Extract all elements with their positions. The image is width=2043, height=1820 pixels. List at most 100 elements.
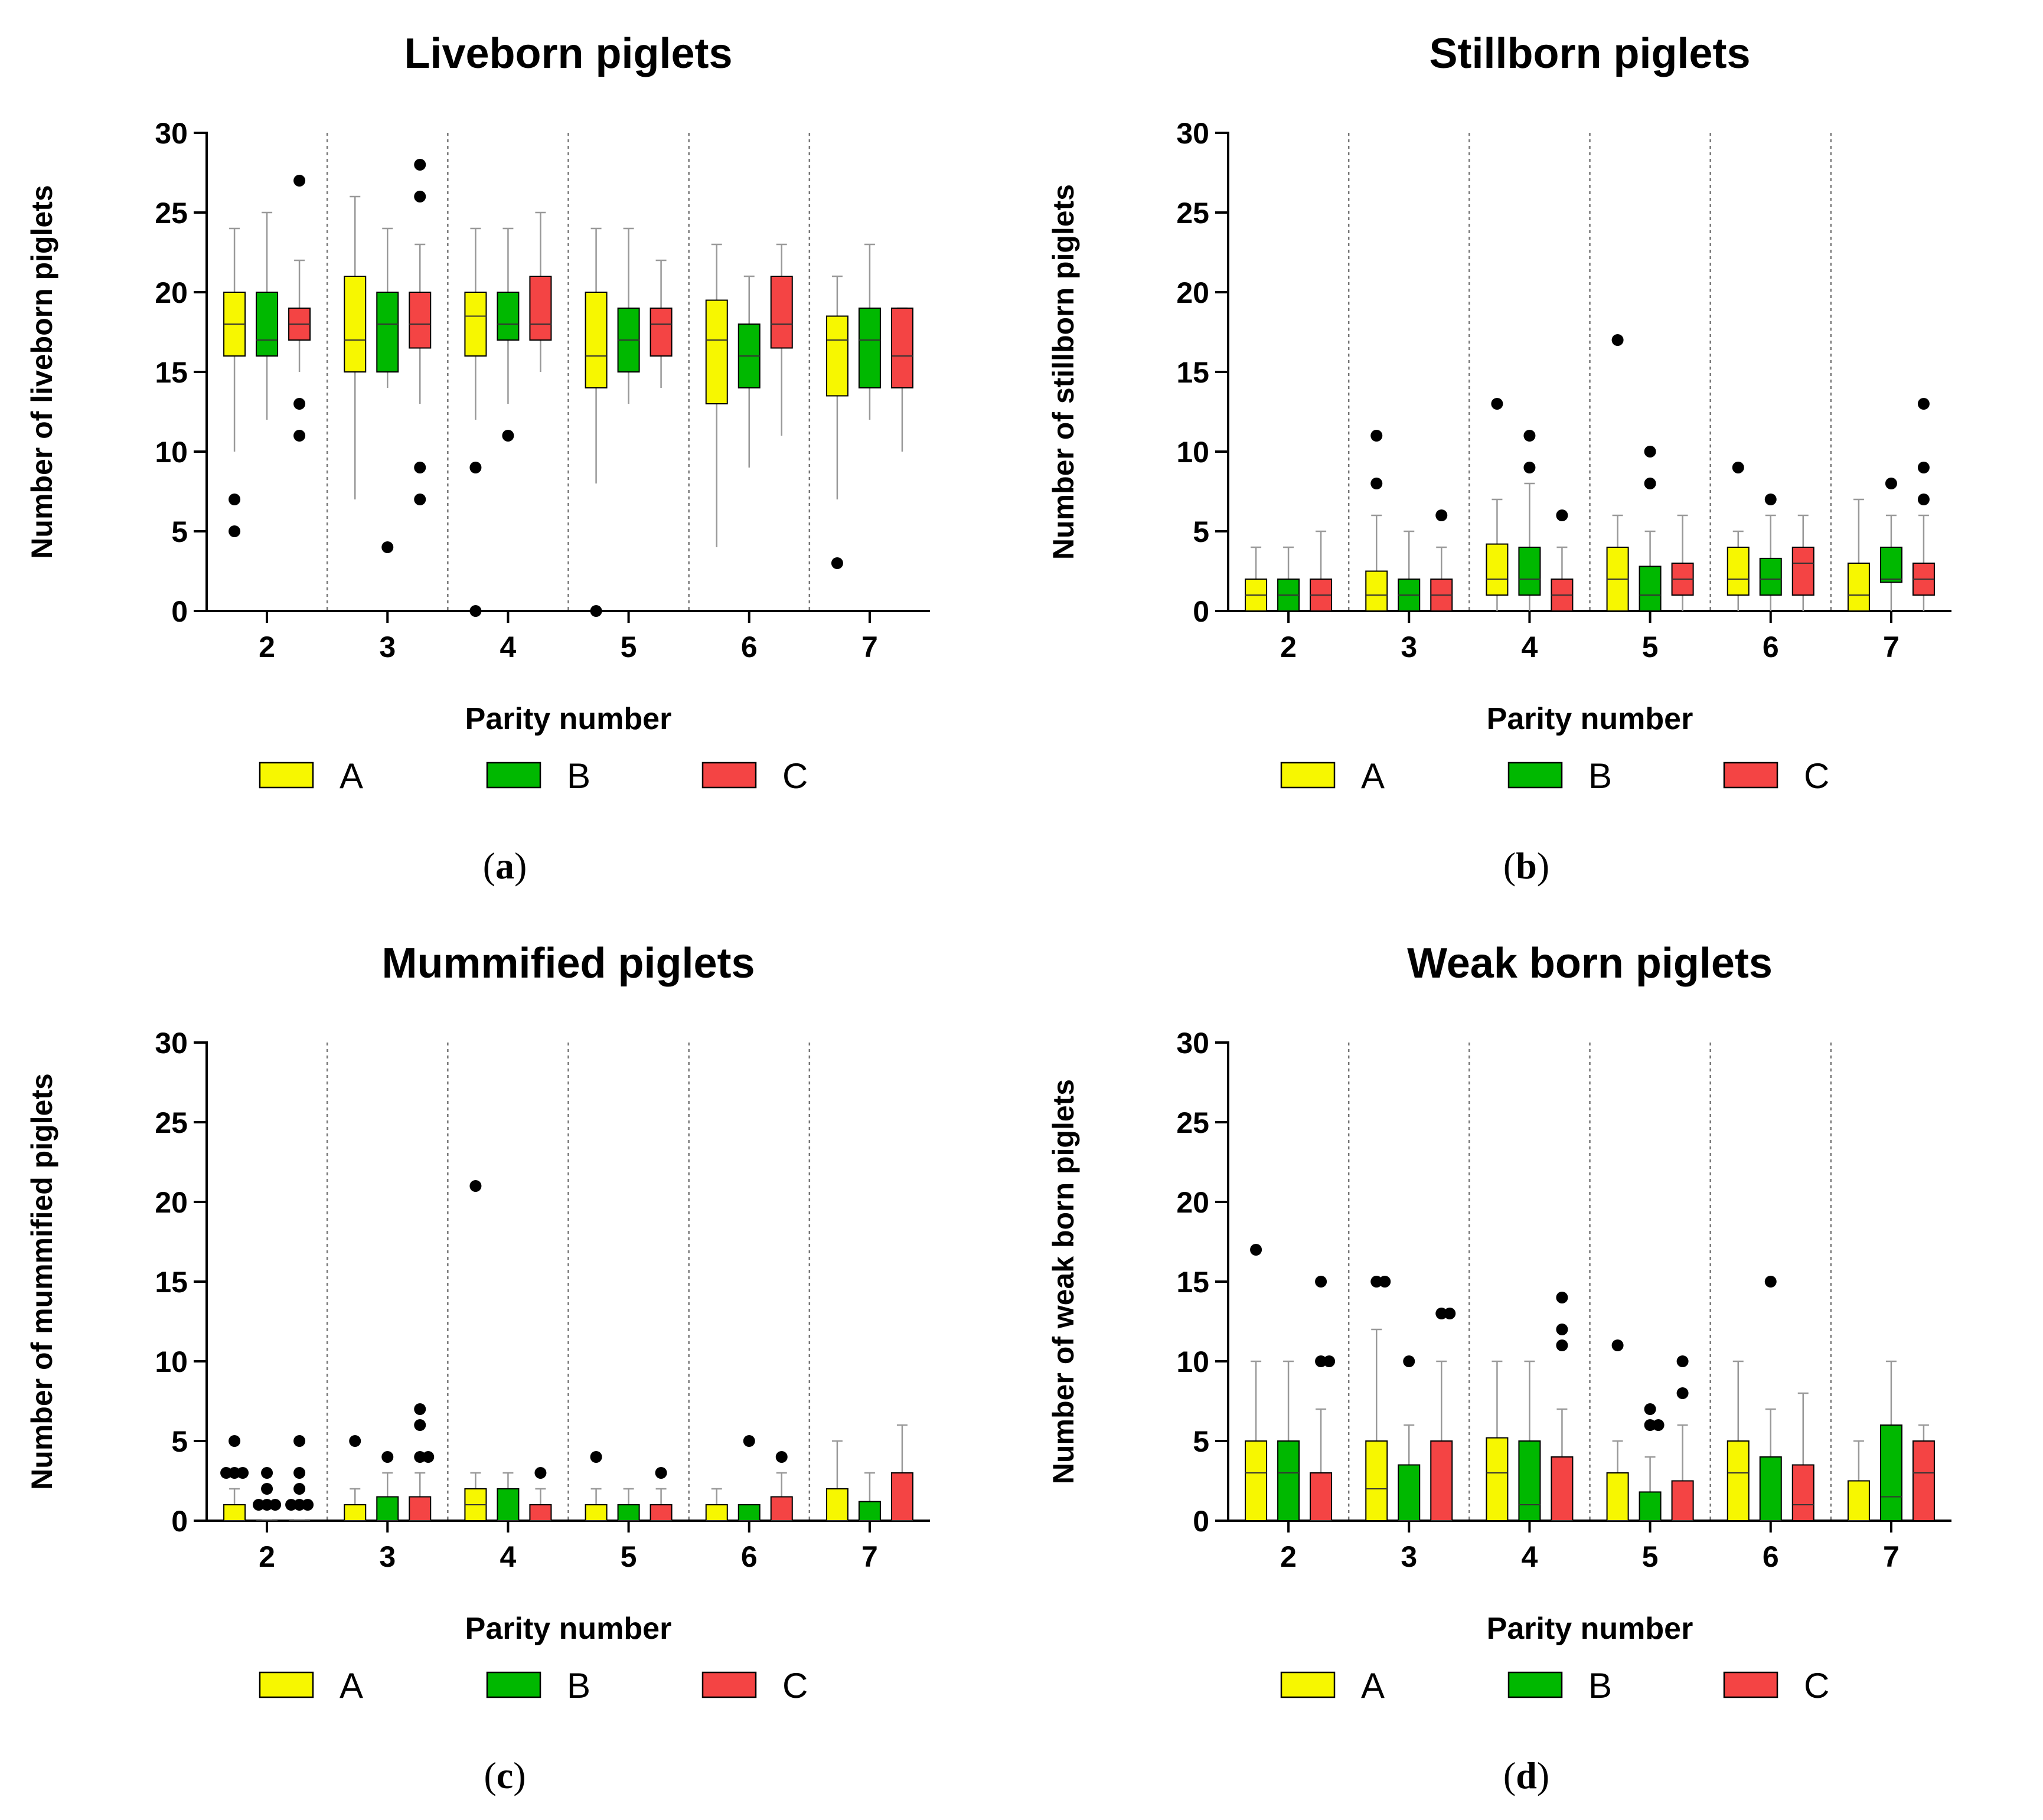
box-a — [1486, 543, 1509, 596]
legend-swatch-c — [701, 1671, 757, 1698]
box-b — [1879, 547, 1902, 583]
outlier-point — [414, 1451, 426, 1463]
box-c — [770, 276, 793, 349]
outlier-point — [229, 1467, 241, 1479]
outlier-point — [414, 1403, 426, 1415]
outlier-point — [1917, 494, 1930, 505]
outlier-point — [1523, 430, 1536, 442]
legend-label-a: A — [1361, 1666, 1385, 1705]
y-tick-label: 0 — [171, 595, 188, 628]
y-axis-label: Number of mummified piglets — [25, 1073, 58, 1490]
legend-label-b: B — [1588, 1666, 1612, 1705]
legend-swatch-a — [1280, 762, 1336, 789]
x-axis-label: Parity number — [465, 1612, 672, 1646]
box-a — [585, 292, 608, 388]
x-tick-label: 2 — [259, 1540, 275, 1573]
caption-close: ) — [1536, 845, 1550, 887]
outlier-point — [1644, 446, 1656, 458]
x-tick-label: 7 — [861, 1540, 878, 1573]
box-b — [1398, 1464, 1421, 1521]
outlier-point — [1523, 462, 1536, 473]
outlier-point — [285, 1499, 298, 1511]
outlier-point — [414, 494, 426, 505]
y-tick-label: 30 — [1176, 117, 1209, 150]
outlier-point — [261, 1499, 273, 1511]
y-tick-label: 25 — [155, 1106, 188, 1139]
outlier-point — [1556, 1339, 1568, 1351]
outlier-point — [469, 605, 482, 617]
box-c — [1791, 547, 1814, 596]
legend-label-b: B — [1588, 756, 1612, 796]
box-c — [650, 1504, 673, 1521]
box-c — [1791, 1464, 1814, 1521]
y-tick-label: 5 — [1193, 515, 1209, 548]
x-tick-label: 5 — [1642, 630, 1659, 664]
y-tick-label: 10 — [155, 1345, 188, 1378]
box-a — [344, 276, 367, 373]
box-b — [376, 1496, 399, 1521]
outlier-point — [1644, 1403, 1656, 1415]
outlier-point — [1764, 1276, 1777, 1288]
box-b — [1639, 1491, 1662, 1522]
box-c — [1671, 1480, 1694, 1521]
y-axis-label: Number of weak born piglets — [1047, 1079, 1080, 1484]
legend-swatch-a — [259, 762, 314, 789]
x-tick-label: 5 — [621, 1540, 637, 1573]
x-tick-label: 6 — [741, 1540, 758, 1573]
caption-open: ( — [1503, 1754, 1516, 1796]
legend-swatch-b — [486, 762, 541, 789]
outlier-point — [775, 1451, 788, 1463]
outlier-point — [1764, 494, 1777, 505]
box-b — [858, 1501, 881, 1521]
x-tick-label: 4 — [500, 630, 517, 664]
outlier-point — [1435, 1308, 1448, 1319]
outlier-point — [1917, 462, 1930, 473]
box-b — [1759, 557, 1782, 596]
legend-label-c: C — [782, 756, 808, 796]
outlier-point — [293, 430, 306, 442]
outlier-point — [1370, 478, 1383, 489]
chart-svg-c: Mummified piglets Number of mummified pig… — [25, 940, 930, 1705]
legend-swatch-c — [701, 762, 757, 789]
box-b — [1879, 1424, 1902, 1521]
legend-label-b: B — [567, 1666, 590, 1705]
box-c — [1551, 1456, 1574, 1521]
legend-label-c: C — [782, 1666, 808, 1705]
caption-close: ) — [513, 1754, 526, 1796]
outlier-point — [1491, 398, 1503, 410]
x-tick-label: 2 — [259, 630, 275, 664]
x-tick-label: 6 — [741, 630, 758, 664]
y-tick-label: 25 — [1176, 1106, 1209, 1139]
outlier-point — [1379, 1276, 1391, 1288]
y-tick-label: 25 — [1176, 197, 1209, 230]
outlier-point — [1732, 462, 1744, 473]
y-tick-label: 30 — [1176, 1027, 1209, 1060]
caption-close: ) — [1536, 1754, 1550, 1796]
outlier-point — [293, 1499, 306, 1511]
box-c — [409, 292, 432, 349]
outlier-point — [253, 1499, 265, 1511]
box-a — [1847, 1480, 1870, 1521]
box-b — [1759, 1456, 1782, 1521]
y-tick-label: 15 — [1176, 356, 1209, 389]
outlier-point — [220, 1467, 233, 1479]
caption-open: ( — [484, 1754, 497, 1796]
outlier-point — [1676, 1355, 1689, 1367]
x-tick-label: 4 — [1522, 1540, 1538, 1573]
x-tick-label: 3 — [1401, 1540, 1417, 1573]
box-b — [858, 308, 881, 388]
legend-swatch-c — [1723, 1671, 1778, 1698]
outlier-point — [1644, 478, 1656, 489]
chart-panel-c: Mummified piglets Number of mummified pig… — [0, 910, 1022, 1820]
outlier-point — [414, 159, 426, 171]
x-axis-label: Parity number — [465, 702, 672, 736]
legend-swatch-a — [259, 1671, 314, 1698]
legend-swatch-a — [1280, 1671, 1336, 1698]
outlier-point — [1556, 509, 1568, 521]
legend-label-a: A — [340, 1666, 363, 1705]
outlier-point — [229, 525, 241, 537]
outlier-point — [1676, 1387, 1689, 1399]
outlier-point — [293, 398, 306, 410]
outlier-point — [261, 1467, 273, 1479]
panel-caption-a: (a) — [446, 844, 564, 888]
